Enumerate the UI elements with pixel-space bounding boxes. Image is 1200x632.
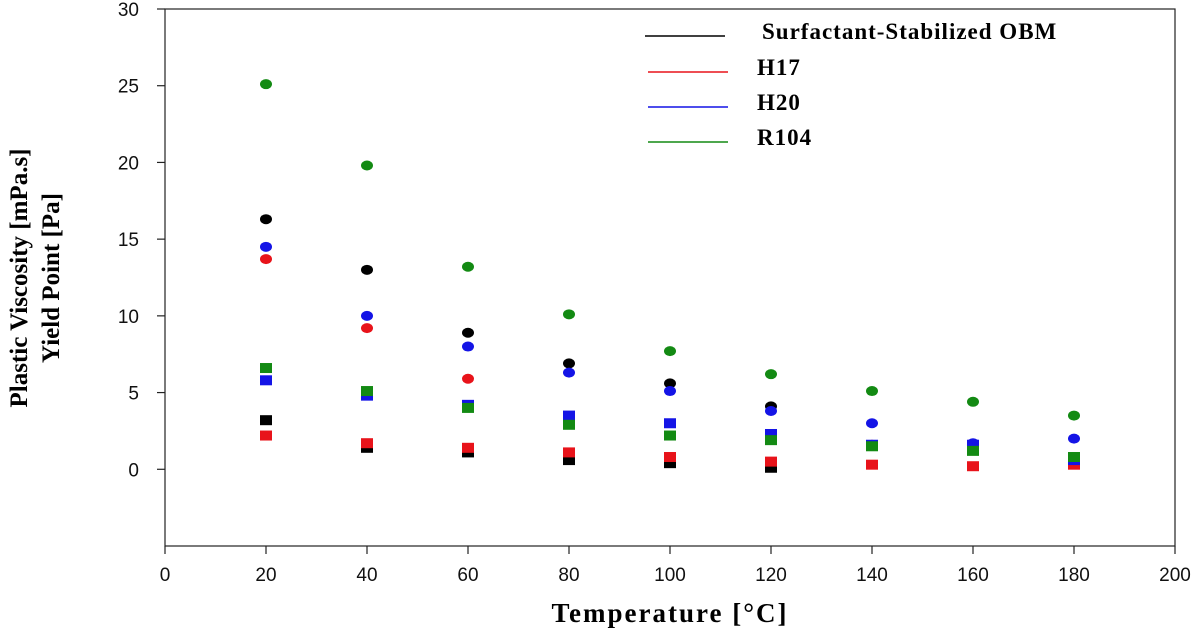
plastic-viscosity-point — [563, 367, 575, 378]
yield-point-point — [765, 456, 777, 467]
plastic-viscosity-point — [462, 261, 474, 272]
x-tick-label: 160 — [957, 565, 989, 586]
y-tick-label: 10 — [118, 307, 139, 328]
plastic-viscosity-point — [260, 254, 272, 265]
plastic-viscosity-point — [361, 323, 373, 334]
legend-label: H17 — [757, 55, 801, 80]
data-points — [260, 79, 1080, 473]
yield-point-point — [967, 445, 979, 456]
legend-label: H20 — [757, 90, 801, 115]
yield-point-point — [967, 461, 979, 472]
x-tick-label: 100 — [654, 565, 686, 586]
y-tick-label: 0 — [128, 460, 139, 481]
yield-point-point — [967, 439, 979, 450]
y-tick-label: 25 — [118, 77, 139, 98]
plastic-viscosity-point — [563, 309, 575, 320]
yield-point-point — [260, 430, 272, 441]
yield-point-point — [361, 438, 373, 449]
y-axis-label-line-1: Plastic Viscosity [mPa.s] — [6, 149, 33, 408]
plastic-viscosity-point — [866, 386, 878, 397]
plastic-viscosity-point — [260, 241, 272, 252]
plastic-viscosity-point — [664, 378, 676, 389]
plastic-viscosity-point — [462, 373, 474, 384]
plastic-viscosity-point — [260, 79, 272, 90]
plastic-viscosity-point — [866, 418, 878, 429]
legend-label: R104 — [757, 125, 812, 150]
legend: Surfactant-Stabilized OBM H17 H20 R104 — [645, 19, 1057, 150]
plastic-viscosity-point — [1068, 410, 1080, 421]
plastic-viscosity-point — [765, 369, 777, 380]
x-tick-label: 20 — [255, 565, 276, 586]
yield-point-point — [260, 363, 272, 374]
x-axis: 0 20 40 60 80 100 120 140 160 180 200 — [160, 546, 1191, 586]
plastic-viscosity-point — [563, 358, 575, 369]
yield-point-point — [462, 402, 474, 413]
yield-point-point — [866, 441, 878, 452]
legend-label: Surfactant-Stabilized OBM — [762, 19, 1057, 44]
plastic-viscosity-point — [967, 396, 979, 407]
plastic-viscosity-point — [765, 405, 777, 416]
plastic-viscosity-point — [664, 346, 676, 357]
x-tick-label: 180 — [1058, 565, 1090, 586]
yield-point-point — [1068, 452, 1080, 463]
plastic-viscosity-point — [260, 214, 272, 225]
plastic-viscosity-point — [361, 264, 373, 275]
plastic-viscosity-point — [462, 327, 474, 338]
yield-point-point — [563, 419, 575, 430]
y-tick-label: 30 — [118, 0, 139, 21]
yield-point-point — [563, 410, 575, 421]
yield-point-point — [866, 459, 878, 470]
x-tick-label: 140 — [856, 565, 888, 586]
x-tick-label: 40 — [356, 565, 377, 586]
yield-point-point — [664, 458, 676, 469]
plastic-viscosity-point — [361, 310, 373, 321]
x-axis-label: Temperature [°C] — [551, 598, 788, 628]
plastic-viscosity-point — [462, 341, 474, 352]
yield-point-point — [361, 386, 373, 397]
yield-point-point — [260, 375, 272, 386]
x-tick-label: 120 — [755, 565, 787, 586]
plastic-viscosity-point — [361, 160, 373, 171]
yield-point-point — [462, 442, 474, 453]
yield-point-point — [563, 447, 575, 458]
yield-point-point — [664, 430, 676, 441]
x-tick-label: 80 — [558, 565, 579, 586]
yield-point-point — [563, 455, 575, 466]
y-tick-label: 20 — [118, 153, 139, 174]
yield-point-point — [260, 415, 272, 426]
x-tick-label: 60 — [457, 565, 478, 586]
y-axis-label-line-2: Yield Point [Pa] — [38, 193, 65, 363]
x-tick-label: 200 — [1159, 565, 1191, 586]
yield-point-point — [664, 452, 676, 463]
plastic-viscosity-point — [664, 386, 676, 397]
yield-point-point — [664, 418, 676, 429]
x-tick-label: 0 — [160, 565, 171, 586]
y-axis: 0 5 10 15 20 25 30 — [118, 0, 165, 481]
yield-point-point — [765, 435, 777, 446]
yield-point-point — [765, 462, 777, 473]
y-tick-label: 15 — [118, 230, 139, 251]
y-tick-label: 5 — [128, 384, 139, 405]
plastic-viscosity-point — [1068, 433, 1080, 444]
yield-point-point — [765, 428, 777, 439]
